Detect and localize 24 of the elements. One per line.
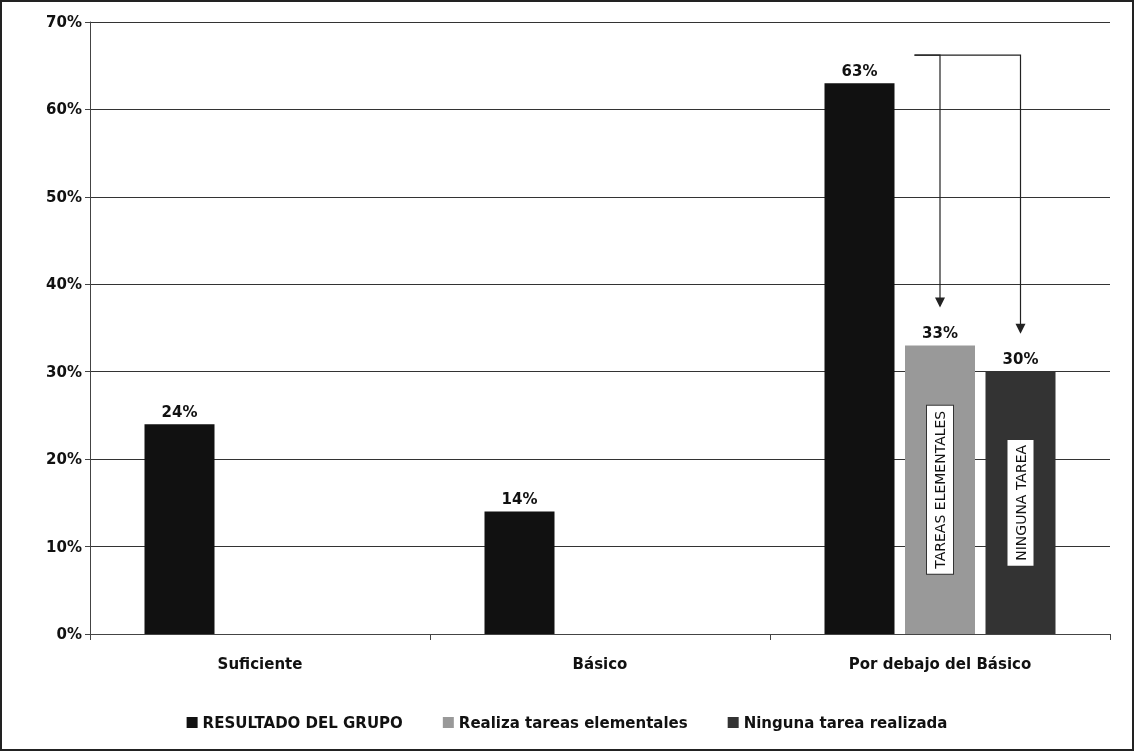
y-tick-label: 40% xyxy=(46,275,82,294)
bar xyxy=(144,424,215,634)
x-tick-label: Básico xyxy=(572,654,628,673)
legend-label: Realiza tareas elementales xyxy=(458,713,688,732)
y-tick-label: 20% xyxy=(46,450,82,469)
data-label: 33% xyxy=(922,323,958,342)
bar xyxy=(824,83,895,634)
y-tick-label: 0% xyxy=(56,625,82,643)
y-tick-label: 10% xyxy=(46,537,82,556)
data-label: 14% xyxy=(501,490,538,509)
legend-label: Ninguna tarea realizada xyxy=(743,713,948,732)
y-tick-label: 70% xyxy=(46,13,82,31)
annotation: NINGUNA TAREA xyxy=(1012,444,1029,561)
annotation: TAREAS ELEMENTALES xyxy=(932,410,948,570)
legend-label: RESULTADO DEL GRUPO xyxy=(202,713,403,732)
data-label: 63% xyxy=(841,61,878,80)
y-tick-label: 60% xyxy=(46,100,82,119)
y-tick-label: 30% xyxy=(46,362,82,381)
data-label: 24% xyxy=(161,402,198,421)
data-label: 30% xyxy=(1002,350,1039,369)
x-tick-label: Por debajo del Básico xyxy=(848,654,1032,673)
x-tick-label: Suficiente xyxy=(217,654,303,673)
bar xyxy=(484,511,555,634)
y-tick-label: 50% xyxy=(46,187,82,206)
